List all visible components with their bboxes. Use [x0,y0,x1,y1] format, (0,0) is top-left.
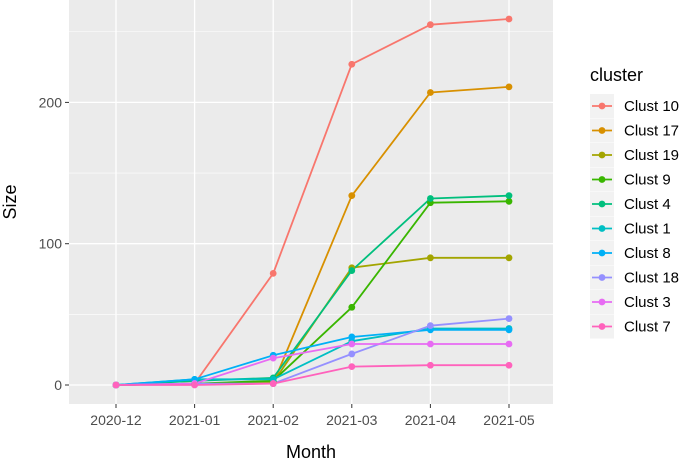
series-points [112,15,513,389]
y-tick-label: 200 [39,94,63,110]
legend-key-point [598,249,606,257]
data-point [348,267,356,274]
legend-label: Clust 3 [624,294,671,311]
data-point [348,333,356,341]
data-point [505,315,513,322]
data-point [505,254,513,262]
data-point [269,354,277,362]
x-axis: 2020-12 2021-01 2021-02 2021-03 2021-04 2021-… [90,404,535,428]
data-point [427,340,434,348]
legend-label: Clust 17 [624,123,679,140]
legend-key-point [598,200,606,208]
data-point [348,363,356,371]
legend-label: Clust 7 [624,319,671,336]
x-tick-label: 2021-04 [405,412,457,428]
data-point [269,380,277,387]
legend-label: Clust 19 [624,147,679,164]
series-line [115,328,509,386]
y-tick-label: 0 [54,377,62,393]
x-axis-title: Month [286,442,336,460]
data-point [505,326,513,334]
data-point [505,197,513,205]
series-line [115,194,510,386]
data-point [427,254,434,262]
legend-key-point [598,176,606,183]
x-tick-label: 2021-05 [483,412,535,428]
data-point [505,15,513,23]
legend-key-point [598,298,606,306]
legend-label: Clust 9 [624,172,671,189]
legend-items: Clust 10 Clust 17 Clust 19 Clust 9 Clust 4 Cl… [590,94,679,339]
data-point [112,381,120,389]
data-point [269,269,277,277]
data-point [505,192,513,200]
data-point [427,322,434,330]
legend-label: Clust 4 [624,196,671,213]
data-point [348,350,356,358]
legend-title: cluster [590,65,643,85]
data-point [505,340,513,348]
data-point [427,21,434,29]
x-tick-label: 2021-03 [326,412,378,428]
x-tick-label: 2020-12 [90,412,142,428]
data-point [348,303,356,311]
legend-label: Clust 8 [624,245,671,262]
series-line [115,343,509,386]
legend-key-point [598,274,606,281]
legend-key-point [598,127,606,134]
data-point [191,381,199,389]
x-tick-label: 2021-02 [248,412,300,428]
x-tick-label: 2021-01 [169,412,221,428]
legend-label: Clust 10 [624,98,679,115]
y-axis-title: Size [0,184,20,219]
data-point [427,361,434,369]
data-point [348,192,356,200]
data-point [348,60,356,68]
series-line [116,364,509,386]
y-tick-label: 100 [39,236,63,252]
data-point [427,89,434,96]
legend-key-point [598,102,606,110]
series-lines [115,18,510,386]
legend-key-point [598,323,606,330]
y-axis: 0 100 200 [39,94,69,393]
legend-key-point [598,225,606,232]
data-point [505,361,513,369]
data-point [348,340,356,348]
legend-label: Clust 1 [624,221,671,238]
legend-key-point [598,151,606,159]
data-point [505,83,513,91]
legend-label: Clust 18 [624,270,679,287]
data-point [427,195,434,202]
